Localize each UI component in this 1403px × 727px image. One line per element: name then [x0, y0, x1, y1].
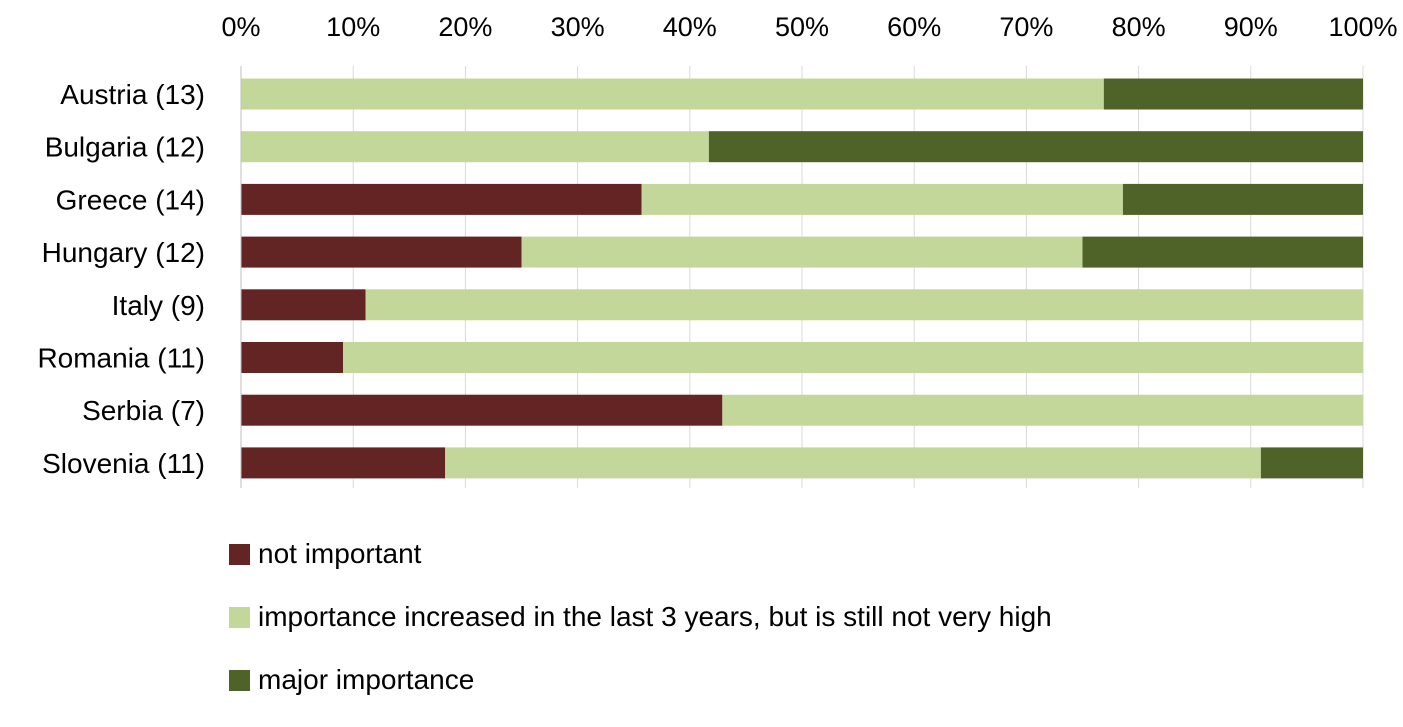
x-tick-label-10: 10% [326, 12, 380, 42]
x-tick-label-20: 20% [438, 12, 492, 42]
legend-label-not-important: not important [258, 538, 421, 570]
category-label-serbia-7: Serbia (7) [82, 395, 205, 426]
legend-label-importance-increased: importance increased in the last 3 years… [258, 601, 1052, 633]
bar-bulgaria-12-series-2 [709, 131, 1363, 162]
legend-item-not-important: not important [229, 538, 1052, 570]
bar-greece-14-series-2 [1123, 184, 1363, 215]
x-tick-label-0: 0% [221, 12, 260, 42]
bar-austria-13-series-2 [1104, 79, 1363, 110]
bar-romania-11-series-1 [343, 342, 1363, 373]
legend-item-importance-increased: importance increased in the last 3 years… [229, 601, 1052, 633]
legend-swatch-major-importance [229, 670, 250, 691]
bar-bulgaria-12-series-1 [241, 131, 709, 162]
bar-serbia-7-series-1 [722, 395, 1363, 426]
chart: 0% 10% 20% 30% 40% 50% 60% 70% 80% 90% 100% Austri… [0, 0, 1403, 699]
x-tick-label-80: 80% [1112, 12, 1166, 42]
category-label-italy-9: Italy (9) [112, 290, 205, 321]
legend-label-major-importance: major importance [258, 664, 474, 696]
x-tick-label-50: 50% [775, 12, 829, 42]
x-tick-label-70: 70% [999, 12, 1053, 42]
bar-greece-14-series-1 [642, 184, 1123, 215]
x-tick-label-30: 30% [551, 12, 605, 42]
legend-swatch-importance-increased [229, 607, 250, 628]
bar-italy-9-series-0 [241, 289, 366, 320]
x-tick-label-100: 100% [1328, 12, 1397, 42]
category-label-bulgaria-12: Bulgaria (12) [45, 132, 205, 163]
legend-item-major-importance: major importance [229, 664, 1052, 696]
category-labels: Austria (13) Bulgaria (12) Greece (14) Hung… [37, 79, 205, 479]
category-label-greece-14: Greece (14) [56, 184, 205, 215]
bar-austria-13-series-1 [241, 79, 1104, 110]
category-label-hungary-12: Hungary (12) [42, 237, 205, 268]
bar-serbia-7-series-0 [241, 395, 722, 426]
category-label-slovenia-11: Slovenia (11) [42, 448, 205, 479]
x-tick-label-90: 90% [1224, 12, 1278, 42]
legend-swatch-not-important [229, 544, 250, 565]
bar-slovenia-11-series-0 [241, 447, 445, 478]
stacked-bar-chart: 0% 10% 20% 30% 40% 50% 60% 70% 80% 90% 100% Austri… [0, 0, 1403, 525]
bar-greece-14-series-0 [241, 184, 642, 215]
bar-romania-11-series-0 [241, 342, 343, 373]
x-tick-label-60: 60% [887, 12, 941, 42]
bar-hungary-12-series-1 [522, 237, 1083, 268]
bar-hungary-12-series-0 [241, 237, 522, 268]
bar-hungary-12-series-2 [1083, 237, 1364, 268]
category-label-romania-11: Romania (11) [37, 343, 205, 374]
bar-slovenia-11-series-2 [1261, 447, 1363, 478]
bar-slovenia-11-series-1 [445, 447, 1261, 478]
category-label-austria-13: Austria (13) [60, 79, 205, 110]
x-tick-label-40: 40% [663, 12, 717, 42]
bar-italy-9-series-1 [366, 289, 1363, 320]
x-tick-labels: 0% 10% 20% 30% 40% 50% 60% 70% 80% 90% 100% [221, 12, 1397, 42]
